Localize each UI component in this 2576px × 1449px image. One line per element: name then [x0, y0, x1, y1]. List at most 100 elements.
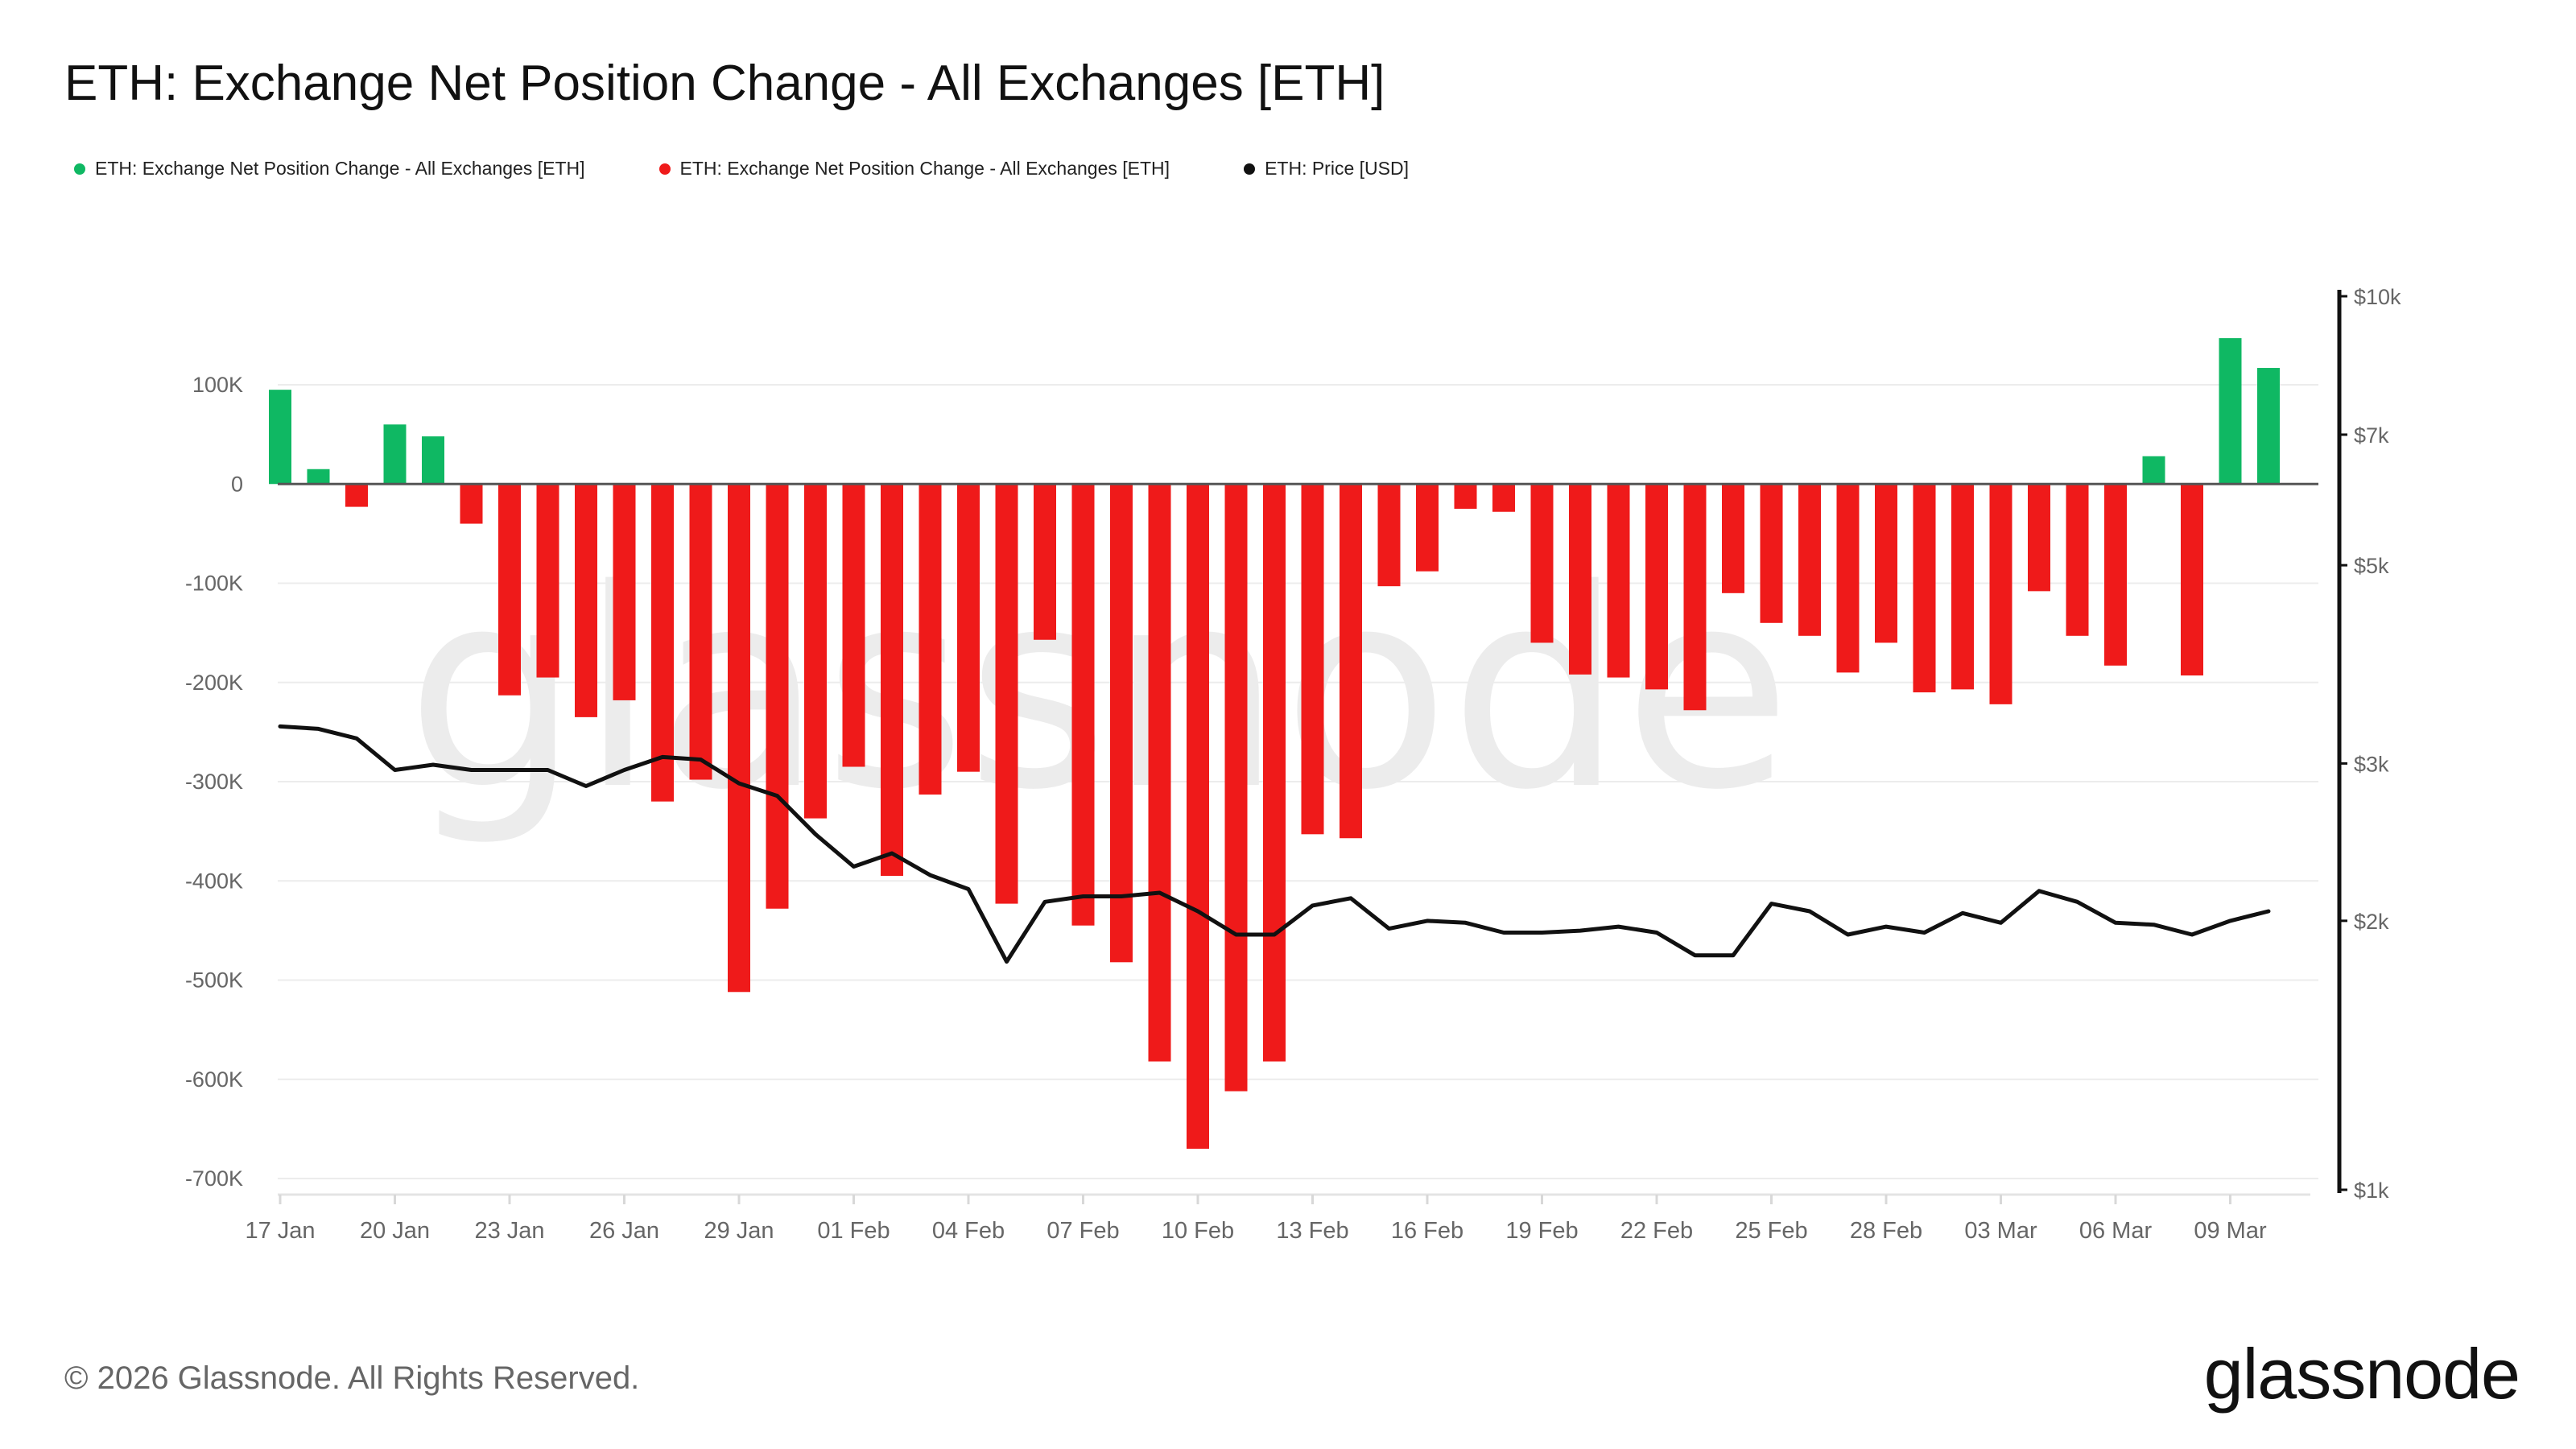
bar [345, 484, 368, 507]
price-line [278, 724, 2271, 964]
legend-item-inflow[interactable]: ETH: Exchange Net Position Change - All … [74, 158, 585, 180]
legend-item-price[interactable]: ETH: Price [USD] [1244, 158, 1409, 180]
bar [842, 484, 865, 767]
bar [2181, 484, 2203, 676]
y-right-tick-label: $2k [2354, 910, 2389, 934]
bar [2104, 484, 2127, 666]
chart-title: ETH: Exchange Net Position Change - All … [64, 56, 1385, 111]
legend-label: ETH: Exchange Net Position Change - All … [95, 158, 585, 179]
bar [804, 484, 827, 819]
bar [1454, 484, 1477, 510]
y-left-tick-label: 0 [231, 472, 243, 496]
bar [613, 484, 636, 700]
x-tick-label: 28 Feb [1850, 1218, 1922, 1244]
bar [1340, 484, 1362, 839]
bar [1722, 484, 1744, 593]
bar [1645, 484, 1668, 690]
bar [269, 390, 291, 485]
y-right-tick-label: $10k [2354, 285, 2401, 309]
bar [1951, 484, 1974, 690]
bar [1875, 484, 1897, 643]
bar [1913, 484, 1936, 693]
bar [498, 484, 521, 696]
bar [957, 484, 980, 772]
legend-label: ETH: Price [USD] [1265, 158, 1409, 179]
legend-label: ETH: Exchange Net Position Change - All … [679, 158, 1170, 179]
bar [689, 484, 712, 780]
x-tick-label: 06 Mar [2079, 1218, 2153, 1244]
x-tick-label: 03 Mar [1964, 1218, 2037, 1244]
bar [1683, 484, 1707, 711]
x-tick-label: 16 Feb [1391, 1218, 1463, 1244]
bar [383, 424, 407, 485]
x-tick-label: 22 Feb [1620, 1218, 1693, 1244]
x-tick-label: 23 Jan [474, 1218, 544, 1244]
y-left-tick-label: -400K [185, 869, 243, 893]
bar [1110, 484, 1133, 963]
bar [1836, 484, 1860, 673]
x-tick-label: 07 Feb [1046, 1218, 1119, 1244]
bar [1148, 484, 1171, 1062]
bar [1224, 484, 1248, 1092]
legend-dot-icon [658, 163, 671, 175]
x-tick-label: 17 Jan [245, 1218, 315, 1244]
x-tick-label: 09 Mar [2194, 1218, 2267, 1244]
bar [919, 484, 942, 795]
copyright-text: © 2026 Glassnode. All Rights Reserved. [64, 1360, 640, 1396]
bar [1530, 484, 1554, 643]
bar [1187, 484, 1209, 1150]
y-right-tick-label: $1k [2354, 1179, 2389, 1203]
x-tick-label: 01 Feb [817, 1218, 890, 1244]
y-left-tick-label: -200K [185, 671, 243, 695]
bar [307, 469, 330, 485]
bar [1071, 484, 1095, 926]
bar [2066, 484, 2089, 636]
bar [1760, 484, 1783, 623]
bar [1492, 484, 1515, 512]
legend-dot-icon [74, 163, 85, 175]
bar [2257, 368, 2280, 485]
x-tick-label: 20 Jan [360, 1218, 430, 1244]
y-right-tick-label: $3k [2354, 752, 2389, 776]
watermark: glassnode [406, 531, 1791, 850]
y-left-tick-label: -600K [185, 1067, 243, 1092]
legend: ETH: Exchange Net Position Change - All … [74, 158, 1409, 180]
bar [766, 484, 789, 909]
y-right-tick-label: $5k [2354, 554, 2389, 578]
bar [1416, 484, 1439, 572]
x-tick-label: 25 Feb [1735, 1218, 1807, 1244]
y-left-tick-label: 100K [192, 373, 243, 397]
bar [651, 484, 674, 802]
bar [1034, 484, 1056, 640]
x-tick-label: 26 Jan [589, 1218, 659, 1244]
bar [2219, 338, 2242, 485]
bar [1301, 484, 1324, 835]
glassnode-logo: glassnode [2203, 1334, 2520, 1414]
bar [881, 484, 903, 877]
bar [536, 484, 559, 678]
bar [995, 484, 1018, 904]
x-tick-label: 04 Feb [932, 1218, 1005, 1244]
bar [2142, 456, 2165, 485]
x-tick-label: 29 Jan [704, 1218, 774, 1244]
legend-dot-icon [1244, 163, 1256, 175]
y-left-tick-label: -300K [185, 770, 243, 794]
bar [1263, 484, 1286, 1062]
bar [2028, 484, 2050, 592]
y-right-tick-label: $7k [2354, 423, 2389, 448]
bar [422, 436, 444, 485]
legend-item-outflow[interactable]: ETH: Exchange Net Position Change - All … [658, 158, 1170, 180]
x-tick-label: 10 Feb [1162, 1218, 1234, 1244]
bar [728, 484, 750, 993]
bar [1798, 484, 1821, 636]
y-left-tick-label: -500K [185, 968, 243, 993]
x-tick-label: 19 Feb [1505, 1218, 1578, 1244]
y-left-tick-label: -700K [185, 1166, 243, 1191]
y-left-tick-label: -100K [185, 572, 243, 596]
bar [1989, 484, 2013, 704]
x-tick-label: 13 Feb [1276, 1218, 1348, 1244]
bar [1607, 484, 1630, 678]
bar [460, 484, 483, 524]
bar [1569, 484, 1591, 675]
